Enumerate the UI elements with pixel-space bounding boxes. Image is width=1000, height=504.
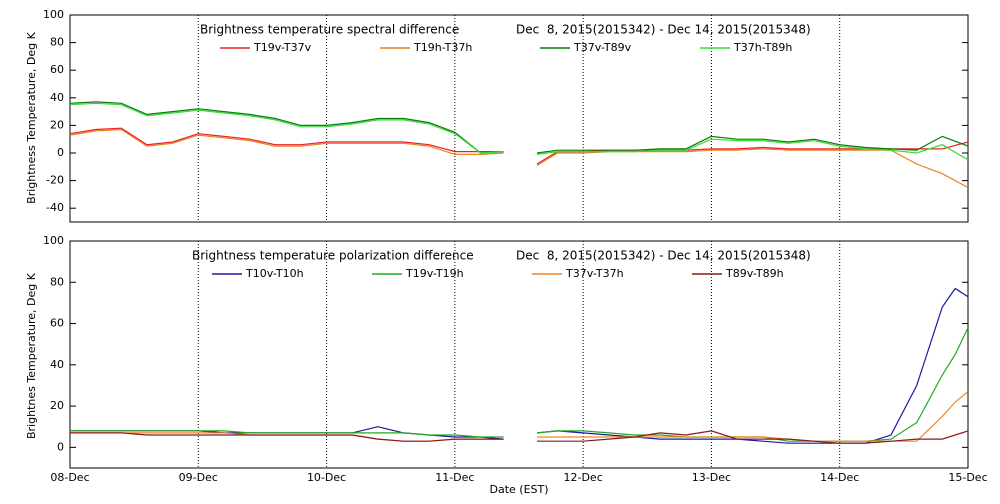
y-tick-label: 20 — [50, 399, 64, 412]
series-line — [537, 430, 969, 444]
legend-label: T37v-T89v — [573, 41, 632, 54]
chart-subtitle: Dec 8, 2015(2015342) - Dec 14, 2015(2015… — [516, 249, 811, 263]
series-line — [536, 287, 969, 444]
plot-frame — [69, 240, 969, 469]
y-tick-label: 100 — [43, 8, 64, 21]
x-tick-label: 09-Dec — [179, 471, 218, 484]
y-axis-label: Brightness Temperature, Deg K — [25, 31, 38, 203]
series-line — [536, 327, 969, 442]
series-line — [536, 141, 969, 165]
y-tick-label: 80 — [50, 36, 64, 49]
series-line — [536, 135, 969, 154]
series-line — [69, 101, 504, 154]
x-tick-label: 14-Dec — [820, 471, 859, 484]
series-line — [536, 138, 969, 161]
y-tick-label: 0 — [57, 440, 64, 453]
x-tick-label: 10-Dec — [307, 471, 346, 484]
x-tick-label: 13-Dec — [692, 471, 731, 484]
y-tick-label: 100 — [43, 234, 64, 247]
x-tick-label: 15-Dec — [948, 471, 987, 484]
plot-frame — [69, 14, 969, 223]
series-line — [70, 432, 504, 442]
series-line — [536, 148, 969, 189]
y-tick-label: 60 — [50, 63, 64, 76]
series-line — [69, 128, 504, 155]
x-tick-label: 11-Dec — [435, 471, 474, 484]
chart-title: Brightness temperature spectral differen… — [200, 23, 459, 37]
y-tick-label: 0 — [57, 146, 64, 159]
y-tick-label: -40 — [46, 201, 64, 214]
y-tick-label: 20 — [50, 118, 64, 131]
series-line — [70, 430, 504, 438]
legend-label: T10v-T10h — [245, 267, 304, 280]
series-line — [69, 102, 504, 154]
y-tick-label: 60 — [50, 317, 64, 330]
y-axis-label: Brightnes Temperature, Deg K — [25, 272, 38, 439]
series-line — [69, 127, 504, 153]
series-line — [537, 391, 969, 442]
x-tick-label: 08-Dec — [50, 471, 89, 484]
legend-label: T19v-T37v — [253, 41, 312, 54]
legend-label: T19v-T19h — [405, 267, 464, 280]
y-tick-label: -20 — [46, 174, 64, 187]
y-tick-label: 40 — [50, 91, 64, 104]
y-tick-label: 80 — [50, 275, 64, 288]
chart-subtitle: Dec 8, 2015(2015342) - Dec 14, 2015(2015… — [516, 23, 811, 37]
y-tick-label: 40 — [50, 358, 64, 371]
legend-label: T37v-T37h — [565, 267, 624, 280]
x-tick-label: 12-Dec — [564, 471, 603, 484]
legend-label: T19h-T37h — [413, 41, 472, 54]
x-axis-label: Date (EST) — [489, 483, 548, 496]
chart-title: Brightness temperature polarization diff… — [192, 249, 474, 263]
legend-label: T37h-T89h — [733, 41, 792, 54]
legend-label: T89v-T89h — [725, 267, 784, 280]
